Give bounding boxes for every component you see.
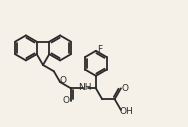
Text: O: O [122,84,129,93]
Text: OH: OH [119,107,133,116]
Text: NH: NH [78,83,91,92]
Text: F: F [97,45,102,54]
Text: O: O [63,96,70,105]
Text: O: O [59,76,66,85]
